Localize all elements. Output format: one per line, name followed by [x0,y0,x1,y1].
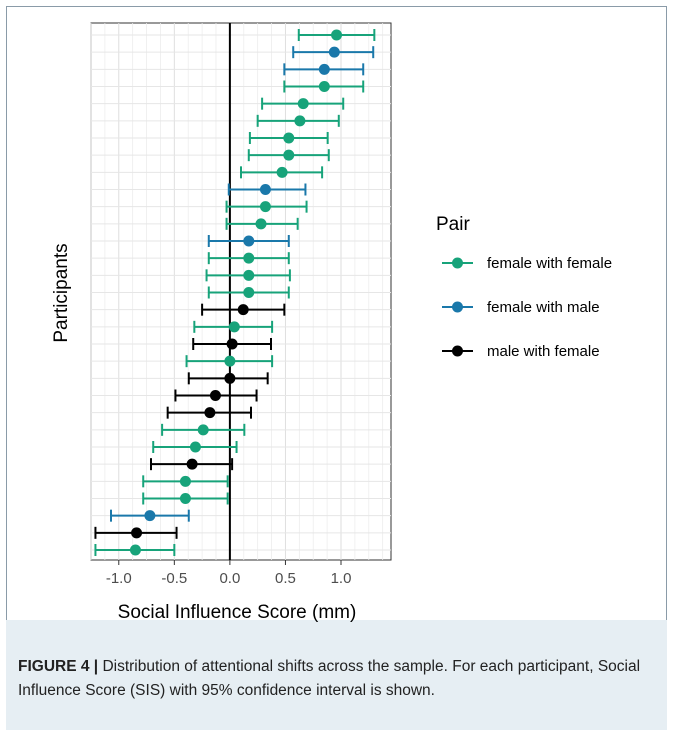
data-point [283,132,295,144]
data-point [237,304,249,316]
y-axis-title: Participants [51,243,72,342]
x-tick-label: 0.0 [219,570,240,587]
legend-entry: female with male [442,299,600,316]
data-point [189,441,201,453]
data-point [276,166,288,178]
legend-label: female with female [487,255,612,272]
data-point [297,98,309,110]
data-point [228,321,240,333]
x-tick-labels: -1.0 -0.5 0.0 0.5 1.0 [106,560,352,587]
x-tick-label: 1.0 [331,570,352,587]
data-point [283,149,295,161]
data-point [259,184,271,195]
data-point [243,287,255,298]
figure-caption: FIGURE 4 | Distribution of attentional s… [18,655,648,703]
data-point [318,63,330,75]
legend-label: male with female [487,343,600,360]
x-axis-title: Social Influence Score (mm) [118,602,357,623]
data-point [243,235,255,247]
data-point [255,218,267,230]
data-point [179,493,191,504]
data-point [129,544,141,556]
data-points [129,29,343,556]
x-tick-label: 0.5 [275,570,296,587]
legend-key-marker [452,257,463,269]
data-point [243,269,255,281]
data-point [224,355,236,367]
caption-label: FIGURE 4 | [18,658,99,675]
caption-text: Distribution of attentional shifts acros… [18,658,641,699]
legend-entry: male with female [442,343,600,360]
data-point [318,81,330,92]
legend-label: female with male [487,299,600,316]
data-point [204,407,216,419]
x-tick-label: -0.5 [161,570,187,587]
data-point [179,475,191,487]
data-point [186,458,198,470]
legend: female with female female with male male w… [442,255,612,360]
x-tick-label: -1.0 [106,570,132,587]
data-point [294,115,306,127]
caption-box [6,620,667,730]
data-point [209,390,221,401]
legend-key-marker [452,301,463,313]
data-point [243,252,255,264]
data-point [226,338,238,350]
legend-entry: female with female [442,255,612,272]
data-point [224,372,236,384]
legend-title: Pair [436,214,470,235]
legend-key-marker [452,345,463,357]
data-point [259,201,271,213]
data-point [144,510,156,522]
data-point [328,46,340,58]
data-point [331,29,343,41]
data-point [197,424,209,436]
data-point [131,527,143,539]
